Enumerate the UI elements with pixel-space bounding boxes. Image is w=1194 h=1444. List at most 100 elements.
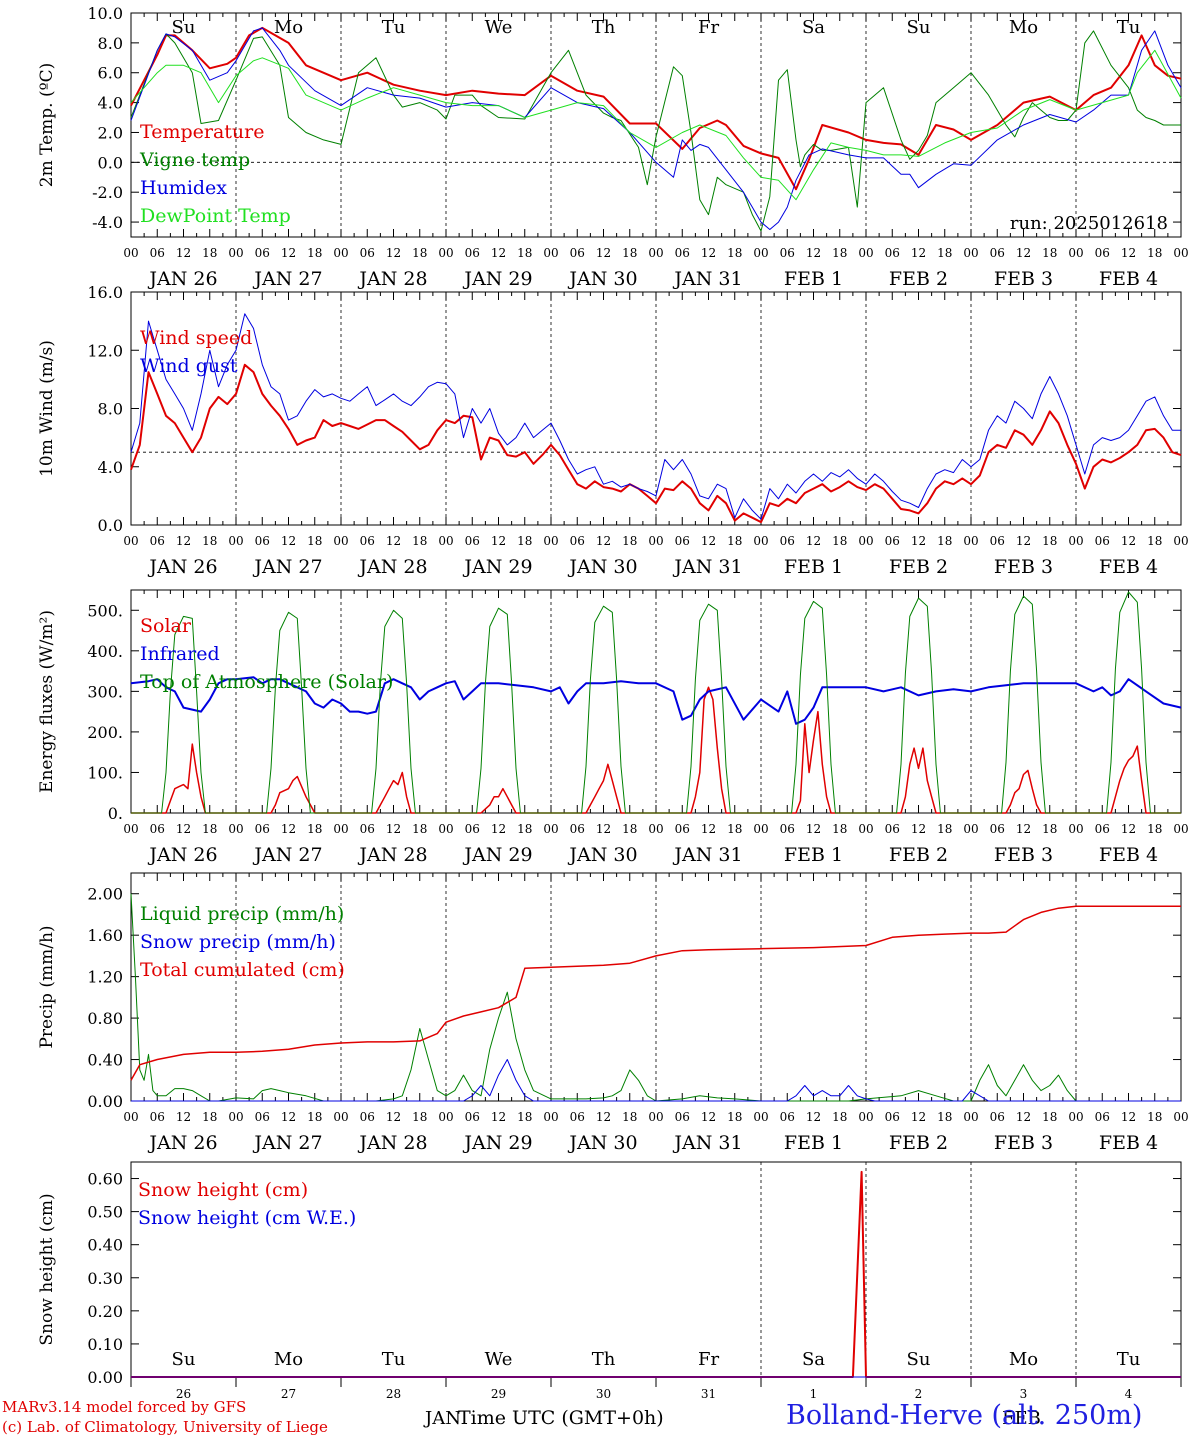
hour-label: 06: [150, 1110, 165, 1124]
hour-label: 00: [1068, 1110, 1083, 1124]
hour-label: 12: [701, 246, 716, 260]
hour-label: 06: [1095, 822, 1110, 836]
hour-label: 18: [412, 822, 427, 836]
hour-label: 12: [596, 822, 611, 836]
day-label: JAN 28: [357, 1132, 427, 1154]
hour-label: 00: [543, 1110, 558, 1124]
hour-label: 18: [202, 534, 217, 548]
hour-label: 06: [1095, 1110, 1110, 1124]
hour-label: 00: [858, 1110, 873, 1124]
hour-label: 12: [281, 822, 296, 836]
y-tick-label: 0.80: [87, 1009, 123, 1028]
hour-label: 06: [1095, 534, 1110, 548]
hour-label: 06: [675, 1110, 690, 1124]
day-label: JAN 27: [252, 556, 322, 578]
y-tick-label: 6.0: [98, 64, 123, 83]
hour-label: 06: [780, 246, 795, 260]
day-label: JAN 27: [252, 268, 322, 290]
hour-label: 18: [622, 1110, 637, 1124]
month-label-feb: FEB: [1002, 1408, 1041, 1429]
hour-label: 06: [255, 246, 270, 260]
footer-lab-credit: (c) Lab. of Climatology, University of L…: [2, 1418, 328, 1436]
weekday-label: Mo: [274, 1349, 303, 1370]
hour-label: 12: [1016, 822, 1031, 836]
hour-label: 00: [333, 822, 348, 836]
series-line-vigne-temp: [130, 30, 1181, 232]
day-number: 28: [386, 1387, 401, 1401]
hour-label: 18: [727, 246, 742, 260]
y-tick-label: 8.0: [98, 400, 123, 419]
hour-label: 18: [937, 534, 952, 548]
hour-label: 12: [1121, 246, 1136, 260]
series-line-infrared: [130, 676, 1182, 725]
legend-entry: Temperature: [140, 121, 264, 143]
hour-label: 06: [780, 822, 795, 836]
hour-label: 18: [307, 822, 322, 836]
y-tick-label: -4.0: [92, 213, 123, 232]
hour-label: 06: [360, 1110, 375, 1124]
hour-label: 06: [360, 534, 375, 548]
hour-label: 06: [885, 534, 900, 548]
day-label: JAN 27: [252, 844, 322, 866]
hour-label: 12: [491, 246, 506, 260]
hour-label: 06: [255, 534, 270, 548]
legend-entry: Wind gust: [140, 355, 238, 377]
hour-label: 06: [570, 534, 585, 548]
legend-entry: Infrared: [140, 643, 220, 665]
day-label: JAN 31: [672, 268, 742, 290]
y-tick-label: 0.30: [87, 1269, 123, 1288]
hour-label: 12: [911, 1110, 926, 1124]
hour-label: 06: [360, 246, 375, 260]
weekday-label: Su: [172, 1349, 196, 1370]
hour-label: 00: [648, 822, 663, 836]
hour-label: 12: [911, 534, 926, 548]
hour-label: 00: [1173, 1110, 1188, 1124]
hour-label: 12: [386, 534, 401, 548]
day-label: JAN 29: [462, 1132, 532, 1154]
panel-frame-2: [130, 589, 1182, 814]
hour-label: 18: [517, 534, 532, 548]
weekday-label: Su: [907, 17, 931, 38]
hour-label: 18: [412, 1110, 427, 1124]
hour-label: 06: [570, 1110, 585, 1124]
day-label: JAN 30: [567, 556, 637, 578]
legend-entry: Wind speed: [140, 327, 252, 349]
hour-label: 00: [858, 534, 873, 548]
hour-label: 18: [412, 534, 427, 548]
day-label: JAN 28: [357, 556, 427, 578]
day-label: FEB 1: [784, 1132, 843, 1154]
legend-entry: Total cumulated (cm): [140, 959, 345, 981]
hour-label: 18: [832, 822, 847, 836]
hour-label: 00: [543, 822, 558, 836]
legend-entry: DewPoint Temp: [140, 205, 291, 227]
day-number: 27: [281, 1387, 296, 1401]
hour-label: 12: [806, 1110, 821, 1124]
hour-label: 06: [885, 1110, 900, 1124]
y-tick-label: 0.0: [98, 516, 123, 535]
hour-label: 00: [1173, 534, 1188, 548]
hour-label: 12: [806, 822, 821, 836]
weekday-label: Fr: [698, 1349, 719, 1370]
hour-label: 18: [727, 822, 742, 836]
y-tick-label: -2.0: [92, 183, 123, 202]
day-label: FEB 2: [889, 844, 948, 866]
y-tick-label: 2.0: [98, 123, 123, 142]
hour-label: 12: [911, 246, 926, 260]
y-tick-label: 0.50: [87, 1203, 123, 1222]
hour-label: 12: [281, 534, 296, 548]
month-label-jan: JAN: [423, 1408, 461, 1429]
hour-label: 06: [675, 534, 690, 548]
series-line-liquid-precip-mm-h-: [130, 893, 1181, 1102]
y-axis-label: 2m Temp. (ºC): [37, 63, 57, 188]
hour-label: 00: [753, 822, 768, 836]
hour-label: 06: [780, 1110, 795, 1124]
hour-label: 00: [228, 822, 243, 836]
legend-entry: Solar: [140, 615, 192, 637]
hour-label: 18: [1042, 1110, 1057, 1124]
hour-label: 18: [727, 534, 742, 548]
hour-label: 00: [963, 1110, 978, 1124]
weekday-label: Fr: [698, 17, 719, 38]
weekday-label: Mo: [274, 17, 303, 38]
hour-label: 18: [307, 1110, 322, 1124]
